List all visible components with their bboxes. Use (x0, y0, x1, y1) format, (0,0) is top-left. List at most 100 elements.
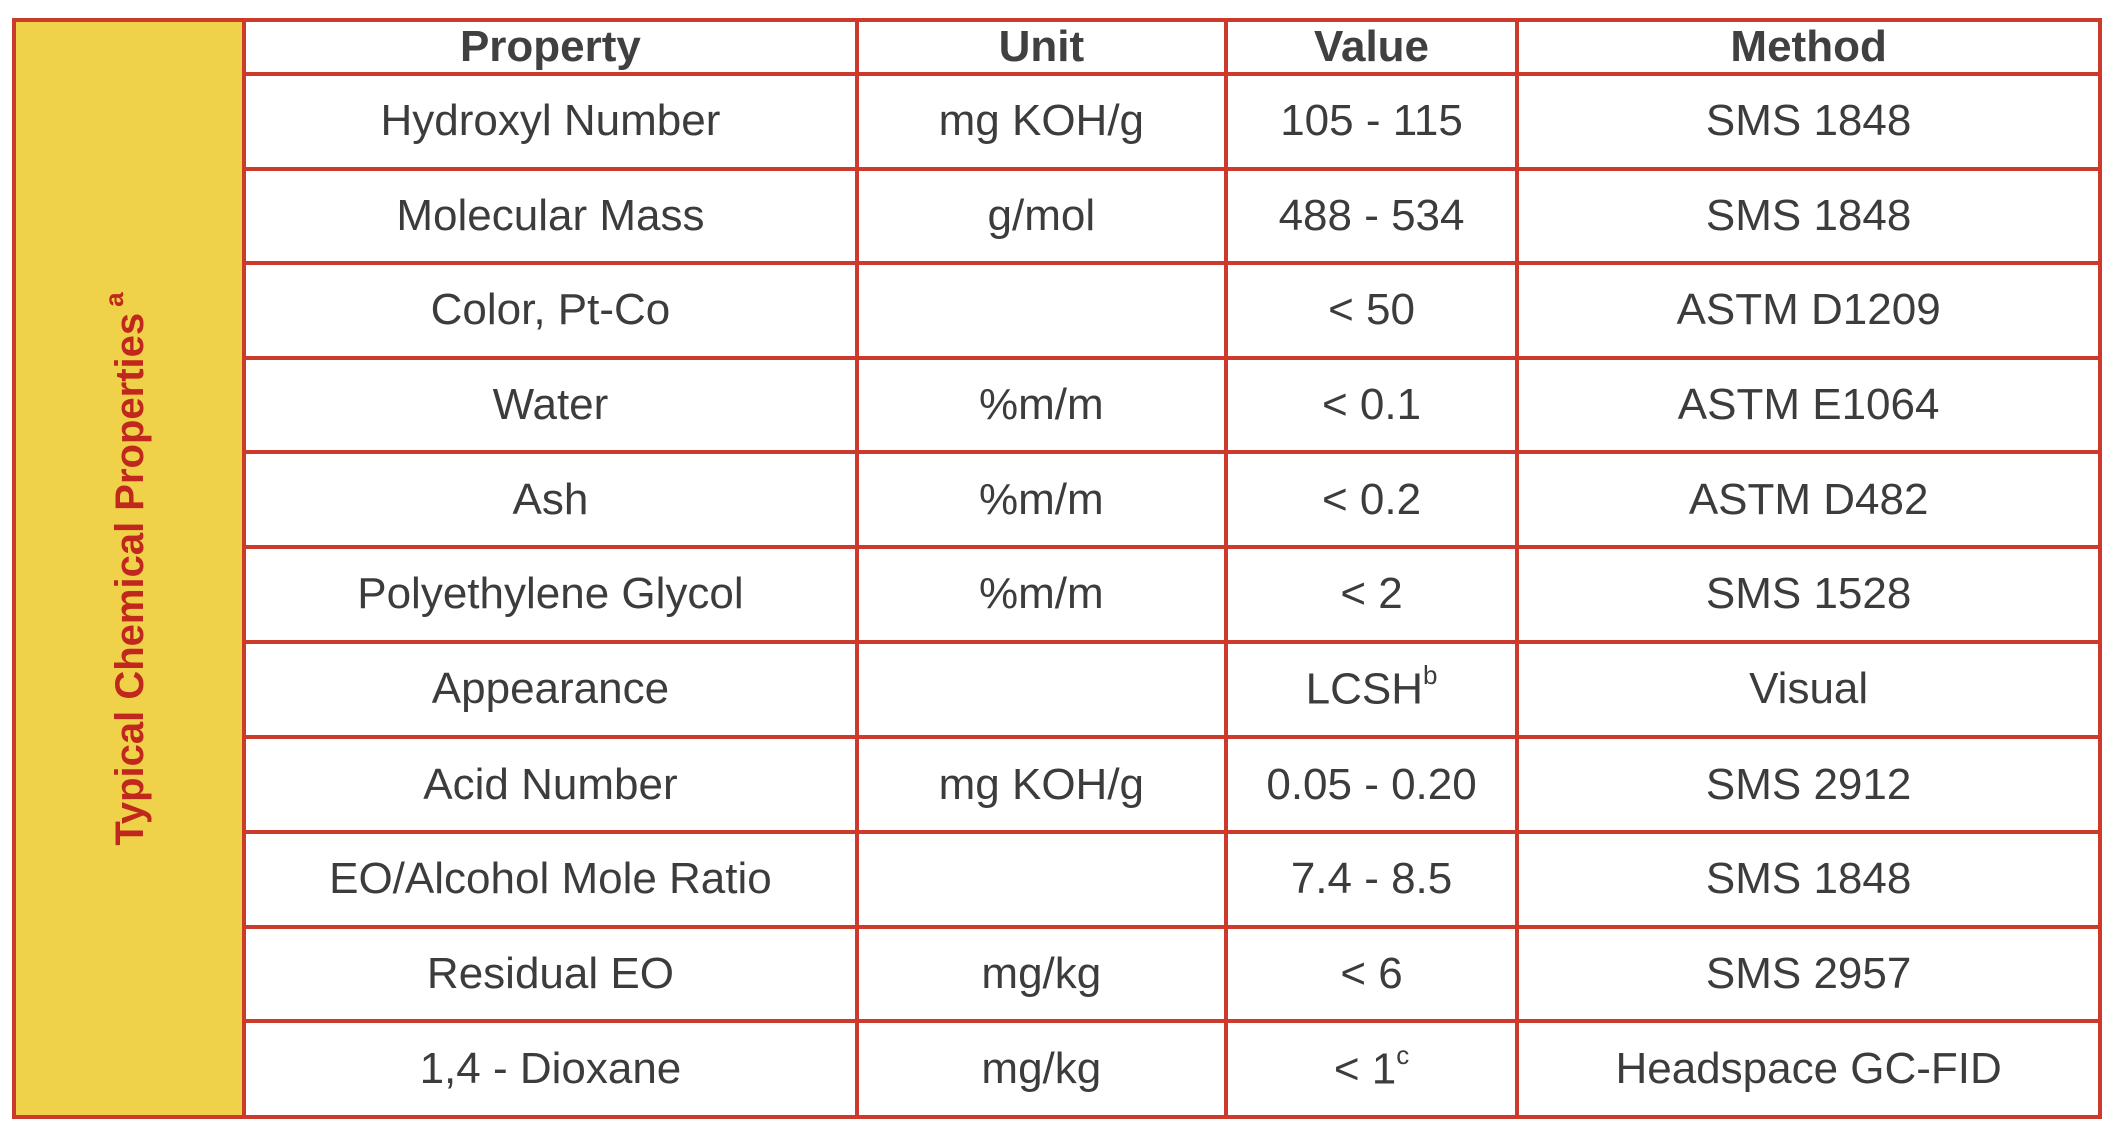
cell-property-text: Appearance (431, 664, 670, 714)
cell-value: 488 - 534 (1223, 166, 1520, 266)
cell-unit: mg/kg (854, 1019, 1228, 1119)
cell-property: Molecular Mass (242, 166, 859, 266)
header-unit: Unit (854, 18, 1228, 76)
cell-unit-text: %m/m (979, 380, 1104, 430)
side-panel-title: Typical Chemical Properties a (99, 292, 153, 846)
cell-method-text: SMS 2957 (1705, 948, 1912, 998)
cell-method-text: SMS 1848 (1705, 96, 1912, 146)
cell-method-text: Headspace GC-FID (1615, 1044, 2002, 1094)
cell-property-text: Residual EO (426, 948, 674, 998)
cell-unit-text: mg/kg (981, 948, 1102, 998)
cell-unit: g/mol (854, 166, 1228, 266)
table-row: Ash %m/m < 0.2 ASTM D482 (242, 450, 2102, 549)
cell-value-text: < 0.2 (1321, 474, 1422, 524)
cell-value-text: 7.4 - 8.5 (1290, 854, 1453, 904)
cell-property: Appearance (242, 639, 859, 740)
cell-method: ASTM D1209 (1515, 261, 2102, 360)
properties-table-frame: Typical Chemical Properties a Property Un… (12, 18, 2102, 1119)
value-footnote-mark: c (1396, 1039, 1410, 1070)
header-property: Property (242, 18, 859, 76)
table-row: Acid Number mg KOH/g 0.05 - 0.20 SMS 2912 (242, 735, 2102, 834)
cell-property-text: Hydroxyl Number (380, 96, 721, 146)
table-row: Color, Pt-Co < 50 ASTM D1209 (242, 261, 2102, 360)
cell-property: Residual EO (242, 924, 859, 1024)
cell-unit (854, 261, 1228, 360)
cell-method-text: ASTM D482 (1688, 474, 1929, 524)
cell-value: < 50 (1223, 261, 1520, 360)
header-method: Method (1515, 18, 2102, 76)
cell-property: Water (242, 355, 859, 455)
cell-unit-text: %m/m (979, 569, 1104, 619)
table-row: Polyethylene Glycol %m/m < 2 SMS 1528 (242, 544, 2102, 644)
cell-property-text: Acid Number (423, 759, 678, 809)
cell-unit-text: mg/kg (981, 1044, 1102, 1094)
table-row: Molecular Mass g/mol 488 - 534 SMS 1848 (242, 166, 2102, 266)
cell-property-text: Molecular Mass (396, 190, 705, 240)
value-footnote-mark: b (1422, 660, 1438, 691)
cell-value-text: < 6 (1340, 948, 1403, 998)
table-body: Hydroxyl Number mg KOH/g 105 - 115 SMS 1848… (242, 72, 2102, 1119)
table-row: Water %m/m < 0.1 ASTM E1064 (242, 355, 2102, 455)
side-panel: Typical Chemical Properties a (12, 18, 246, 1119)
table-row: Residual EO mg/kg < 6 SMS 2957 (242, 924, 2102, 1024)
cell-property-text: Water (492, 380, 609, 430)
cell-value-text: < 0.1 (1321, 380, 1422, 430)
cell-value-text: 0.05 - 0.20 (1266, 759, 1477, 809)
cell-method: ASTM E1064 (1515, 355, 2102, 455)
cell-property-text: 1,4 - Dioxane (419, 1044, 682, 1094)
cell-method-text: SMS 1528 (1705, 569, 1912, 619)
side-panel-footnote-mark: a (98, 291, 129, 307)
cell-property: Acid Number (242, 735, 859, 834)
cell-property: Hydroxyl Number (242, 72, 859, 171)
cell-unit-text: %m/m (979, 474, 1104, 524)
cell-property: Ash (242, 450, 859, 549)
cell-unit: %m/m (854, 450, 1228, 549)
cell-unit: mg KOH/g (854, 735, 1228, 834)
cell-value: < 0.1 (1223, 355, 1520, 455)
cell-property: Color, Pt-Co (242, 261, 859, 360)
cell-value-text: < 50 (1328, 285, 1415, 335)
cell-unit: mg KOH/g (854, 72, 1228, 171)
table-row: 1,4 - Dioxane mg/kg < 1c Headspace GC-FID (242, 1019, 2102, 1119)
cell-property: Polyethylene Glycol (242, 544, 859, 644)
cell-unit-text: mg KOH/g (938, 759, 1145, 809)
cell-method-text: SMS 2912 (1705, 759, 1912, 809)
cell-unit (854, 829, 1228, 929)
cell-value: < 1c (1223, 1019, 1520, 1119)
cell-value: < 6 (1223, 924, 1520, 1024)
cell-value-text: 105 - 115 (1280, 96, 1463, 146)
cell-method: SMS 1848 (1515, 166, 2102, 266)
cell-unit: mg/kg (854, 924, 1228, 1024)
cell-property-text: Polyethylene Glycol (357, 569, 744, 619)
cell-value-text: 488 - 534 (1278, 190, 1465, 240)
header-value: Value (1223, 18, 1520, 76)
cell-unit: %m/m (854, 355, 1228, 455)
cell-property-text: Ash (512, 474, 589, 524)
cell-property: EO/Alcohol Mole Ratio (242, 829, 859, 929)
cell-value-text: < 2 (1340, 569, 1403, 619)
chemical-properties-table: Property Unit Value Method Hydroxyl Numb… (242, 18, 2102, 1119)
cell-unit (854, 639, 1228, 740)
cell-method: SMS 1848 (1515, 72, 2102, 171)
cell-property-text: EO/Alcohol Mole Ratio (329, 854, 772, 904)
table-row: Appearance LCSHb Visual (242, 639, 2102, 740)
cell-value-text: LCSH (1305, 664, 1423, 714)
cell-method: SMS 1848 (1515, 829, 2102, 929)
cell-method-text: SMS 1848 (1705, 854, 1912, 904)
cell-value: 105 - 115 (1223, 72, 1520, 171)
cell-unit-text: mg KOH/g (938, 96, 1145, 146)
table-header-row: Property Unit Value Method (242, 18, 2102, 76)
side-panel-title-text: Typical Chemical Properties (108, 312, 153, 846)
cell-value: 0.05 - 0.20 (1223, 735, 1520, 834)
cell-method: Visual (1515, 639, 2102, 740)
cell-value: < 0.2 (1223, 450, 1520, 549)
cell-method-text: ASTM D1209 (1676, 285, 1941, 335)
cell-method-text: SMS 1848 (1705, 190, 1912, 240)
cell-value: LCSHb (1223, 639, 1520, 740)
table-row: Hydroxyl Number mg KOH/g 105 - 115 SMS 1848 (242, 72, 2102, 171)
cell-value-text: < 1 (1333, 1044, 1397, 1094)
cell-value: < 2 (1223, 544, 1520, 644)
cell-method-text: ASTM E1064 (1677, 380, 1940, 430)
cell-method-text: Visual (1749, 664, 1869, 714)
cell-unit-text: g/mol (987, 190, 1096, 240)
